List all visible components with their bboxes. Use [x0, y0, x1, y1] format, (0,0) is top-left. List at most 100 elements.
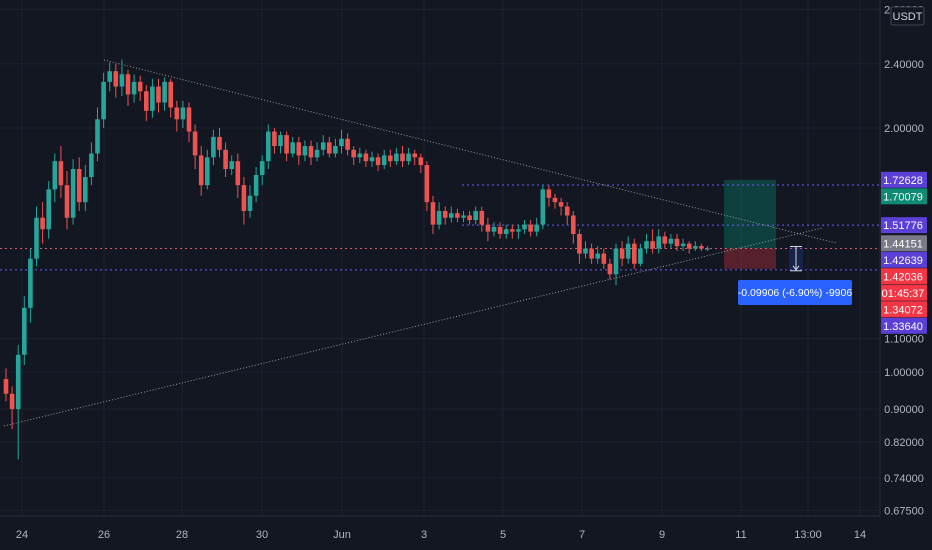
- long-position-tool[interactable]: [724, 179, 776, 269]
- candle-body: [534, 224, 539, 232]
- candle: [595, 246, 600, 264]
- candle-body: [449, 213, 454, 218]
- candle-body: [266, 131, 271, 162]
- candle: [180, 100, 186, 128]
- candle: [95, 107, 100, 162]
- candle-body: [235, 161, 241, 186]
- candle-body: [70, 169, 76, 218]
- candle: [497, 222, 503, 239]
- candle: [150, 78, 155, 118]
- candle-body: [473, 210, 478, 221]
- candle-body: [284, 135, 289, 154]
- price-label-box: [881, 251, 927, 268]
- candle: [485, 217, 491, 242]
- candle: [406, 147, 411, 166]
- y-tick-label: 0.67500: [884, 505, 924, 517]
- candle-body: [156, 86, 161, 103]
- candle-body: [680, 243, 686, 247]
- candle-body: [503, 229, 509, 234]
- candle-body: [241, 185, 247, 211]
- candle: [668, 233, 674, 249]
- candle: [503, 224, 509, 239]
- candle-body: [674, 238, 680, 247]
- candle: [290, 136, 295, 158]
- trend-lines[interactable]: [3, 59, 837, 427]
- candle-body: [15, 354, 21, 410]
- candle-body: [705, 248, 710, 250]
- lower-trend-line: [3, 227, 823, 427]
- price-label: 1.33640: [883, 321, 923, 333]
- candle-body: [144, 91, 149, 111]
- candle: [345, 133, 350, 156]
- candle-body: [601, 253, 607, 264]
- candle: [674, 233, 680, 252]
- candle-body: [388, 155, 393, 162]
- candle-body: [314, 149, 320, 158]
- candle: [546, 185, 552, 207]
- candle: [217, 128, 222, 158]
- candle-body: [302, 146, 308, 156]
- candle: [418, 153, 424, 173]
- candle: [644, 233, 649, 254]
- candle: [15, 344, 21, 460]
- candle-body: [34, 217, 39, 259]
- price-label: 1.44151: [883, 238, 923, 250]
- candle: [400, 146, 405, 168]
- candle: [40, 202, 45, 244]
- price-label: 1.42639: [883, 255, 923, 267]
- candle-body: [406, 153, 411, 162]
- candle: [131, 74, 137, 103]
- candle-body: [418, 157, 424, 166]
- candle: [3, 368, 9, 402]
- candle-body: [400, 153, 405, 162]
- horizontal-lines[interactable]: [0, 184, 880, 271]
- candle-body: [394, 153, 399, 162]
- candle-body: [150, 86, 155, 111]
- candle-body: [186, 107, 192, 132]
- candle: [308, 140, 314, 166]
- candle: [113, 63, 119, 98]
- x-tick-label: Jun: [333, 529, 351, 541]
- candle: [272, 128, 277, 154]
- currency-badge[interactable]: USDT: [890, 6, 925, 26]
- candle: [162, 77, 167, 111]
- measure-tool[interactable]: -0.09906 (-6.90%) -9906: [738, 245, 853, 305]
- candle-body: [632, 243, 637, 264]
- candle: [632, 238, 637, 269]
- price-label: 1.72628: [883, 175, 923, 187]
- candle: [516, 224, 521, 239]
- candle-body: [546, 189, 552, 198]
- candle: [528, 220, 533, 237]
- candle: [424, 161, 430, 211]
- candle-body: [461, 215, 466, 218]
- y-tick-label: 2.00000: [884, 123, 924, 135]
- candle-body: [571, 215, 576, 234]
- candle: [388, 149, 393, 168]
- candle-body: [205, 157, 210, 186]
- candle-body: [595, 253, 600, 259]
- candle-body: [564, 206, 570, 216]
- candle-body: [510, 229, 515, 232]
- candle-body: [58, 161, 64, 186]
- candle-body: [619, 248, 625, 259]
- candle: [192, 124, 198, 170]
- candle-body: [625, 243, 631, 259]
- y-axis-ticks: 2.800002.400002.000001.100001.000000.900…: [884, 5, 924, 518]
- currency-label: USDT: [893, 11, 923, 23]
- candle-body: [613, 248, 619, 275]
- candle: [83, 165, 88, 211]
- x-tick-label: 11: [735, 529, 746, 541]
- candle: [461, 210, 466, 223]
- candle-body: [644, 241, 649, 249]
- candle: [52, 153, 58, 203]
- candle: [198, 146, 204, 196]
- candle-body: [412, 153, 417, 158]
- candle: [101, 72, 106, 128]
- candle-body: [656, 236, 661, 249]
- candle: [619, 241, 625, 267]
- candle: [467, 210, 472, 225]
- candle-body: [589, 248, 594, 259]
